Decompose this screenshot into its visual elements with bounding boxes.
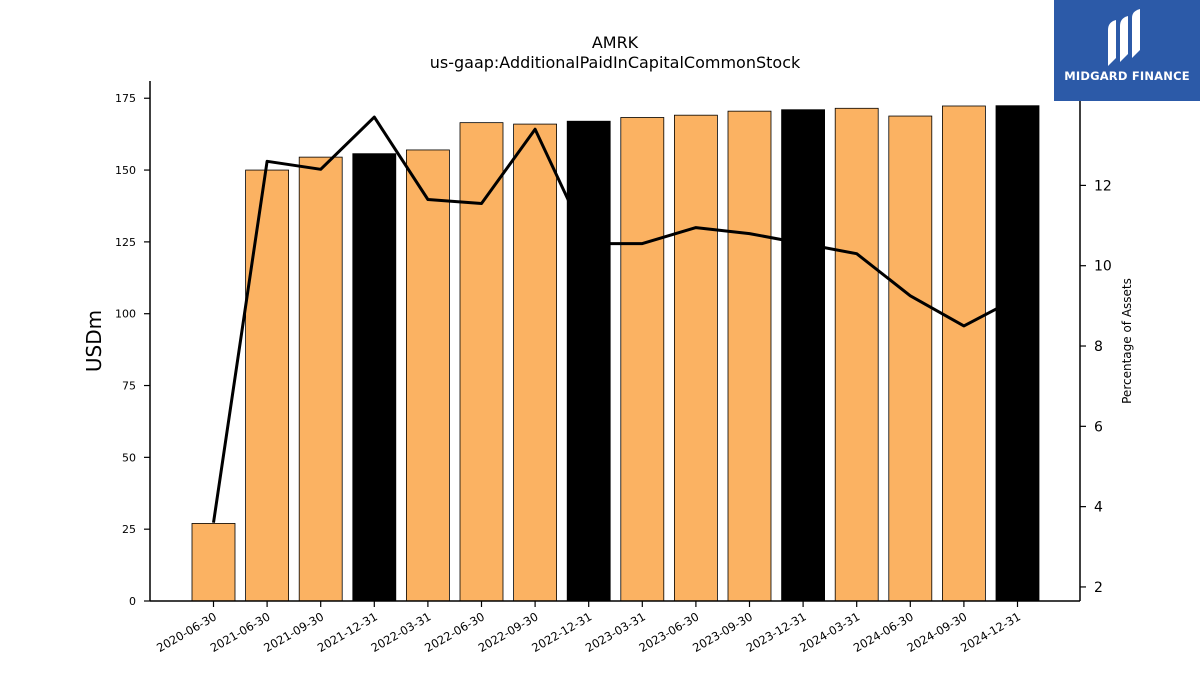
y2-tick-label: 4 — [1094, 500, 1103, 516]
bar — [727, 110, 772, 602]
y-tick-label: 175 — [115, 92, 136, 105]
x-tick-label: 2024-09-30 — [905, 609, 970, 655]
x-tick-label: 2023-09-30 — [690, 609, 755, 655]
x-tick-label: 2024-03-31 — [797, 609, 862, 655]
bar — [566, 120, 611, 602]
x-tick-label: 2023-12-31 — [744, 609, 809, 655]
y-tick-label: 0 — [129, 595, 136, 608]
bar — [298, 156, 343, 602]
bar — [459, 122, 504, 602]
x-tick-label: 2021-06-30 — [208, 609, 273, 655]
y-tick-label: 150 — [115, 164, 136, 177]
y-tick-label: 100 — [115, 308, 136, 321]
midgard-finance-logo: MIDGARD FINANCE — [1054, 0, 1200, 101]
bar — [942, 105, 986, 602]
y-tick-label: 75 — [122, 380, 136, 393]
y-tick-label: 50 — [122, 451, 136, 464]
percentage-line — [212, 115, 1019, 523]
x-tick-label: 2024-12-31 — [958, 609, 1023, 655]
x-tick-label: 2020-06-30 — [154, 609, 219, 655]
x-tick-label: 2023-03-31 — [583, 609, 648, 655]
bar — [352, 153, 397, 602]
x-tick-label: 2021-09-30 — [261, 609, 326, 655]
x-tick-label: 2022-12-31 — [529, 609, 594, 655]
midgard-logo-icon — [1108, 9, 1140, 66]
x-tick-label: 2021-12-31 — [315, 609, 380, 655]
x-tick-label: 2023-06-30 — [637, 609, 702, 655]
bar — [995, 105, 1040, 602]
y-tick-label: 25 — [122, 523, 136, 536]
bar — [888, 115, 933, 602]
logo-text: MIDGARD FINANCE — [1064, 69, 1190, 83]
y2-axis-label: Percentage of Assets — [1120, 278, 1134, 404]
x-tick-label: 2022-06-30 — [422, 609, 487, 655]
y2-tick-label: 6 — [1094, 419, 1103, 435]
chart-title: AMRK — [592, 33, 639, 52]
chart-subtitle: us-gaap:AdditionalPaidInCapitalCommonSto… — [430, 53, 801, 72]
y-axis-label: USDm — [82, 310, 106, 372]
y2-tick-label: 12 — [1094, 178, 1112, 194]
x-tick-label: 2022-03-31 — [369, 609, 434, 655]
bar — [781, 109, 825, 602]
bar — [620, 117, 665, 602]
y2-tick-label: 2 — [1094, 580, 1103, 596]
y-tick-label: 125 — [115, 236, 136, 249]
bar — [513, 123, 557, 602]
bar — [191, 523, 236, 602]
bar — [245, 169, 290, 602]
x-tick-label: 2022-09-30 — [476, 609, 541, 655]
x-tick-label: 2024-06-30 — [851, 609, 916, 655]
bar — [834, 107, 879, 602]
bar — [405, 149, 450, 602]
y2-tick-label: 8 — [1094, 339, 1103, 355]
y2-tick-label: 10 — [1094, 259, 1112, 275]
bar — [674, 114, 718, 602]
